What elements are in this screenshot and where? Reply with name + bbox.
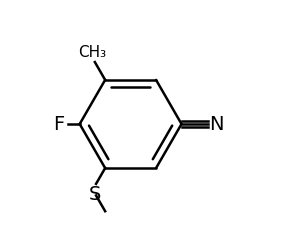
Text: N: N [209,115,224,133]
Text: S: S [89,185,101,204]
Text: CH₃: CH₃ [78,45,106,60]
Text: F: F [53,115,65,133]
